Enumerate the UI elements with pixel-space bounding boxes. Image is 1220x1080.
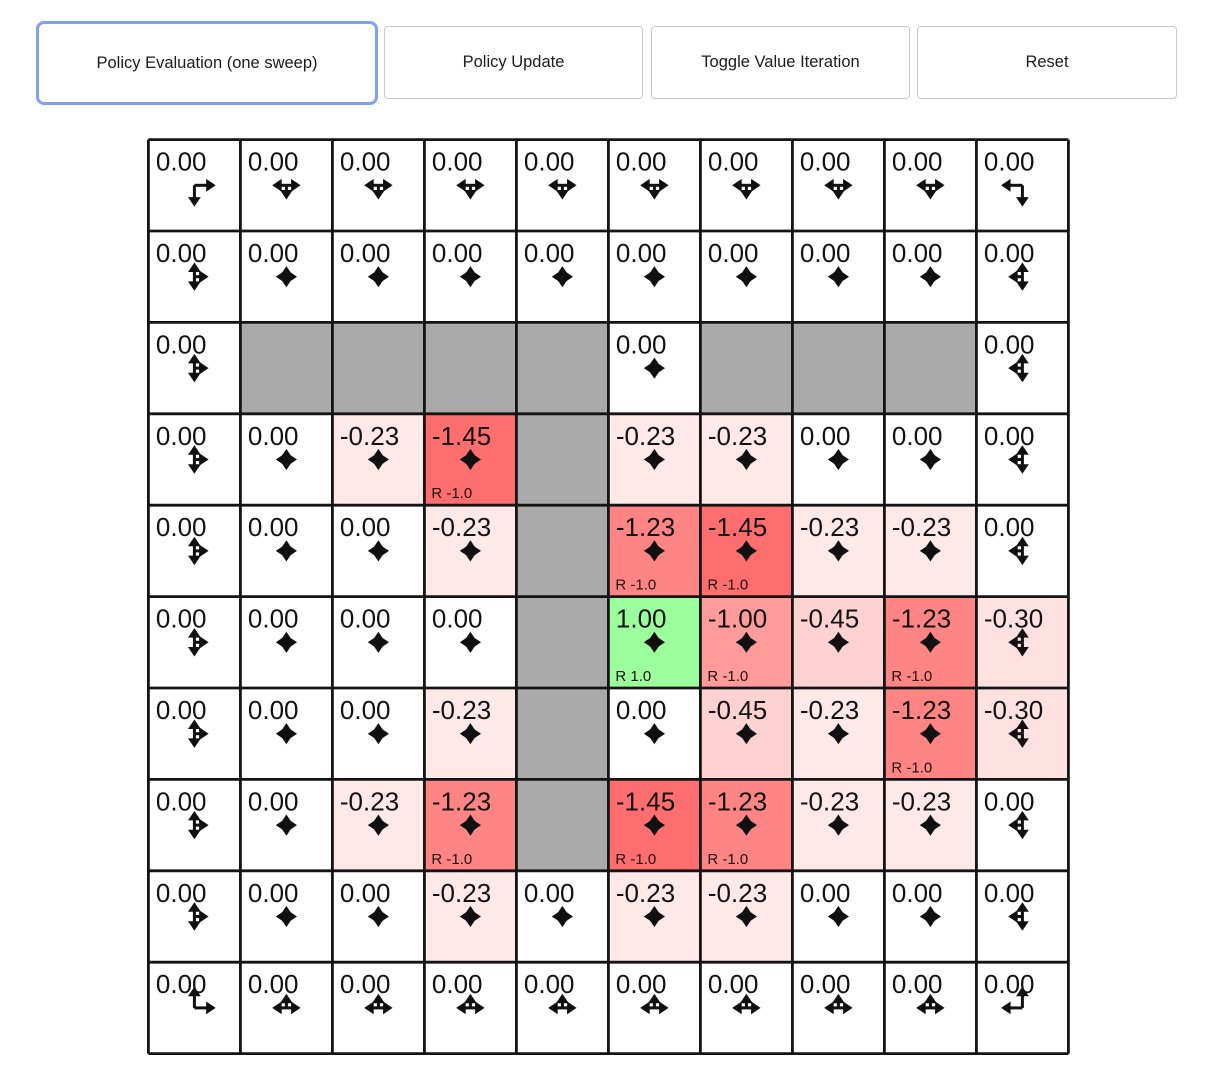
svg-text:0.00: 0.00 bbox=[616, 238, 667, 268]
svg-text:-0.23: -0.23 bbox=[340, 421, 399, 451]
svg-text:R -1.0: R -1.0 bbox=[707, 851, 748, 868]
svg-text:R -1.0: R -1.0 bbox=[707, 577, 748, 594]
svg-text:0.00: 0.00 bbox=[800, 878, 851, 908]
svg-text:0.00: 0.00 bbox=[432, 969, 483, 999]
svg-text:-1.45: -1.45 bbox=[616, 786, 675, 816]
svg-text:-1.23: -1.23 bbox=[892, 695, 951, 725]
svg-text:-0.23: -0.23 bbox=[432, 878, 491, 908]
svg-text:0.00: 0.00 bbox=[340, 878, 391, 908]
svg-text:0.00: 0.00 bbox=[248, 969, 299, 999]
svg-text:0.00: 0.00 bbox=[156, 512, 207, 542]
svg-text:-0.23: -0.23 bbox=[892, 512, 951, 542]
svg-text:R -1.0: R -1.0 bbox=[707, 668, 748, 685]
svg-text:0.00: 0.00 bbox=[248, 421, 299, 451]
svg-text:0.00: 0.00 bbox=[616, 329, 667, 359]
svg-text:-0.23: -0.23 bbox=[708, 421, 767, 451]
svg-text:0.00: 0.00 bbox=[984, 786, 1035, 816]
svg-text:-0.23: -0.23 bbox=[708, 878, 767, 908]
svg-text:0.00: 0.00 bbox=[340, 147, 391, 177]
svg-text:-1.45: -1.45 bbox=[432, 421, 491, 451]
svg-text:0.00: 0.00 bbox=[156, 786, 207, 816]
svg-text:0.00: 0.00 bbox=[432, 147, 483, 177]
svg-text:R -1.0: R -1.0 bbox=[431, 851, 472, 868]
svg-text:0.00: 0.00 bbox=[248, 695, 299, 725]
svg-text:0.00: 0.00 bbox=[340, 969, 391, 999]
svg-text:R -1.0: R -1.0 bbox=[891, 759, 932, 776]
svg-text:0.00: 0.00 bbox=[984, 238, 1035, 268]
svg-text:0.00: 0.00 bbox=[156, 878, 207, 908]
svg-text:0.00: 0.00 bbox=[800, 969, 851, 999]
svg-text:R -1.0: R -1.0 bbox=[891, 668, 932, 685]
svg-text:0.00: 0.00 bbox=[708, 238, 759, 268]
svg-text:-0.45: -0.45 bbox=[708, 695, 767, 725]
svg-text:-1.23: -1.23 bbox=[708, 786, 767, 816]
svg-text:0.00: 0.00 bbox=[340, 604, 391, 634]
svg-text:-0.23: -0.23 bbox=[800, 512, 859, 542]
svg-text:0.00: 0.00 bbox=[800, 421, 851, 451]
svg-text:0.00: 0.00 bbox=[616, 969, 667, 999]
svg-text:-1.00: -1.00 bbox=[708, 604, 767, 634]
svg-text:0.00: 0.00 bbox=[892, 238, 943, 268]
svg-text:-0.45: -0.45 bbox=[800, 604, 859, 634]
svg-text:-0.23: -0.23 bbox=[616, 421, 675, 451]
svg-text:-0.30: -0.30 bbox=[984, 695, 1043, 725]
svg-text:1.00: 1.00 bbox=[616, 604, 667, 634]
svg-text:0.00: 0.00 bbox=[524, 147, 575, 177]
svg-text:0.00: 0.00 bbox=[616, 147, 667, 177]
svg-text:-0.23: -0.23 bbox=[340, 786, 399, 816]
svg-text:0.00: 0.00 bbox=[892, 969, 943, 999]
svg-text:0.00: 0.00 bbox=[892, 421, 943, 451]
svg-text:0.00: 0.00 bbox=[156, 421, 207, 451]
svg-text:0.00: 0.00 bbox=[984, 421, 1035, 451]
svg-text:0.00: 0.00 bbox=[248, 604, 299, 634]
svg-text:0.00: 0.00 bbox=[524, 238, 575, 268]
svg-text:0.00: 0.00 bbox=[892, 147, 943, 177]
svg-text:-0.23: -0.23 bbox=[800, 695, 859, 725]
svg-text:-1.23: -1.23 bbox=[616, 512, 675, 542]
svg-text:0.00: 0.00 bbox=[156, 147, 207, 177]
svg-text:-0.23: -0.23 bbox=[616, 878, 675, 908]
svg-text:0.00: 0.00 bbox=[248, 512, 299, 542]
svg-text:0.00: 0.00 bbox=[340, 238, 391, 268]
svg-text:0.00: 0.00 bbox=[800, 147, 851, 177]
svg-text:0.00: 0.00 bbox=[156, 238, 207, 268]
svg-text:0.00: 0.00 bbox=[984, 878, 1035, 908]
svg-text:-1.23: -1.23 bbox=[892, 604, 951, 634]
svg-text:0.00: 0.00 bbox=[708, 147, 759, 177]
svg-text:-1.23: -1.23 bbox=[432, 786, 491, 816]
svg-text:0.00: 0.00 bbox=[524, 969, 575, 999]
svg-text:0.00: 0.00 bbox=[248, 238, 299, 268]
svg-text:-1.45: -1.45 bbox=[708, 512, 767, 542]
svg-text:0.00: 0.00 bbox=[984, 147, 1035, 177]
svg-text:-0.23: -0.23 bbox=[432, 695, 491, 725]
svg-text:0.00: 0.00 bbox=[340, 512, 391, 542]
svg-text:R -1.0: R -1.0 bbox=[431, 485, 472, 502]
svg-text:0.00: 0.00 bbox=[708, 969, 759, 999]
svg-text:0.00: 0.00 bbox=[156, 695, 207, 725]
svg-text:0.00: 0.00 bbox=[156, 329, 207, 359]
svg-text:0.00: 0.00 bbox=[248, 878, 299, 908]
svg-text:-0.23: -0.23 bbox=[800, 786, 859, 816]
svg-text:0.00: 0.00 bbox=[432, 604, 483, 634]
svg-text:R 1.0: R 1.0 bbox=[615, 668, 651, 685]
svg-text:0.00: 0.00 bbox=[340, 695, 391, 725]
svg-text:0.00: 0.00 bbox=[800, 238, 851, 268]
svg-text:0.00: 0.00 bbox=[156, 604, 207, 634]
svg-text:R -1.0: R -1.0 bbox=[615, 851, 656, 868]
svg-text:0.00: 0.00 bbox=[524, 878, 575, 908]
svg-text:0.00: 0.00 bbox=[248, 147, 299, 177]
svg-text:0.00: 0.00 bbox=[984, 512, 1035, 542]
svg-text:0.00: 0.00 bbox=[616, 695, 667, 725]
svg-text:-0.23: -0.23 bbox=[432, 512, 491, 542]
svg-text:R -1.0: R -1.0 bbox=[615, 577, 656, 594]
svg-text:-0.30: -0.30 bbox=[984, 604, 1043, 634]
svg-text:0.00: 0.00 bbox=[892, 878, 943, 908]
svg-text:0.00: 0.00 bbox=[984, 329, 1035, 359]
svg-text:0.00: 0.00 bbox=[432, 238, 483, 268]
svg-text:0.00: 0.00 bbox=[248, 786, 299, 816]
svg-text:-0.23: -0.23 bbox=[892, 786, 951, 816]
